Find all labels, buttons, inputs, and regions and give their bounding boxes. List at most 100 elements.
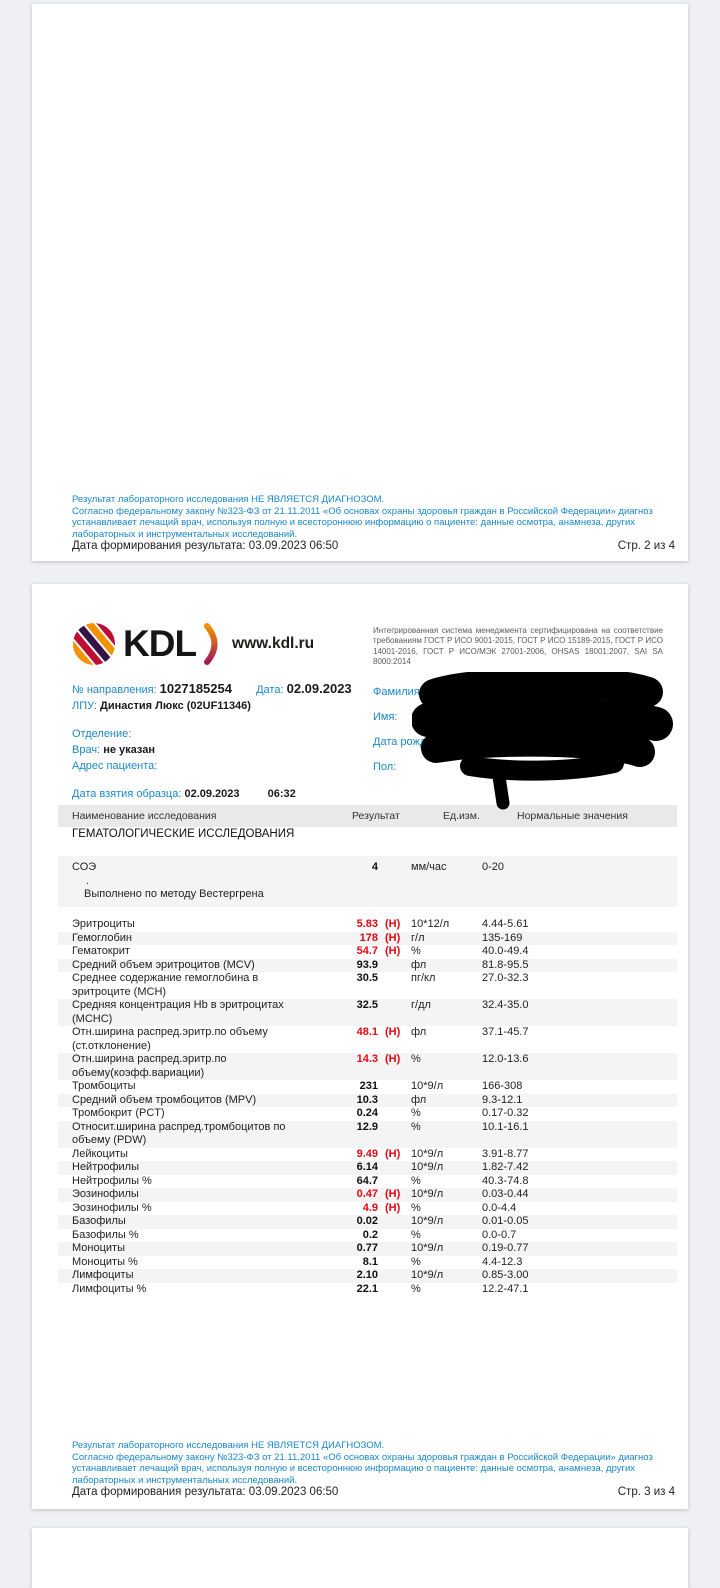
row-value: 2.10	[356, 1269, 378, 1281]
row-name: СОЭ	[72, 861, 97, 873]
certification-text: Интегрированная система менеджмента серт…	[373, 626, 663, 666]
row-value: 32.5	[356, 999, 378, 1011]
page-number: Стр. 3 из 4	[617, 1486, 675, 1498]
order-info: № направления: 1027185254 Дата: 02.09.20…	[72, 682, 352, 820]
chevron-icon	[204, 623, 218, 665]
sample-date-label: Дата взятия образца:	[72, 788, 182, 800]
row-range: 32.4-35.0	[482, 999, 529, 1011]
results-rows: Эритроциты 5.83 (Н) 10*12/л 4.44-5.61 Ге…	[58, 918, 677, 1296]
row-value: 4	[371, 861, 378, 873]
table-row: Отн.ширина распред.эритр.по объему (ст.о…	[58, 1026, 677, 1053]
row-name: Моноциты %	[72, 1255, 138, 1268]
row-units: 10*9/л	[411, 1215, 444, 1227]
disclaimer-line1: Результат лабораторного исследования НЕ …	[72, 1440, 385, 1451]
row-units: г/дл	[411, 999, 431, 1011]
row-value: 0.02	[356, 1215, 378, 1227]
row-units: %	[411, 1120, 421, 1133]
doctor-value: не указан	[103, 744, 155, 756]
row-value: 14.3	[356, 1053, 378, 1065]
row-name: Средний объем тромбоцитов (MPV)	[72, 1093, 257, 1106]
row-range: 4.4-12.3	[482, 1255, 523, 1268]
lpu-label: ЛПУ:	[72, 700, 97, 712]
surname-label: Фамилия:	[373, 686, 423, 698]
row-units: мм/час	[411, 861, 447, 873]
row-name: Среднее содержание гемоглобина в эритроц…	[72, 972, 259, 998]
col-units: Ед.изм.	[443, 810, 480, 822]
row-units: пг/кл	[411, 972, 436, 984]
date-label: Дата:	[256, 684, 284, 696]
report-page-2: Результат лабораторного исследования НЕ …	[32, 4, 688, 561]
row-range: 4.44-5.61	[482, 918, 529, 930]
row-range: 135-169	[482, 931, 523, 944]
result-date: Дата формирования результата: 03.09.2023…	[72, 540, 339, 552]
row-range: 0.0-0.7	[482, 1228, 517, 1241]
row-flag: (Н)	[385, 918, 401, 930]
col-name: Наименование исследования	[72, 810, 217, 822]
soe-note-dot: .	[86, 874, 90, 887]
row-flag: (Н)	[385, 931, 401, 944]
table-row: Моноциты % 8.1 % 4.4-12.3	[58, 1256, 677, 1270]
table-row: Тромбокрит (PCT) 0.24 % 0.17-0.32	[58, 1107, 677, 1121]
row-units: 10*9/л	[411, 1242, 444, 1254]
row-name: Гемоглобин	[72, 931, 132, 944]
disclaimer-line1: Результат лабораторного исследования НЕ …	[72, 494, 385, 505]
row-range: 1.82-7.42	[482, 1161, 529, 1173]
table-row: СОЭ 4 мм/час 0-20	[58, 861, 677, 875]
row-value: 30.5	[356, 972, 378, 984]
row-value: 10.3	[356, 1093, 378, 1106]
row-flag: (Н)	[385, 1147, 401, 1160]
department-label: Отделение:	[72, 728, 132, 740]
row-range: 0.17-0.32	[482, 1107, 529, 1119]
table-row: Гемоглобин 178 (Н) г/л 135-169	[58, 931, 677, 945]
row-units: г/л	[411, 931, 425, 944]
table-row: Тромбоциты 231 10*9/л 166-308	[58, 1080, 677, 1094]
date-value: 02.09.2023	[286, 681, 352, 696]
row-value: 0.47	[356, 1188, 378, 1200]
row-units: фл	[411, 958, 427, 971]
table-row: Средняя концентрация Hb в эритроцитах (M…	[58, 999, 677, 1026]
row-range: 0-20	[482, 861, 505, 873]
patient-address-label: Адрес пациента:	[72, 760, 158, 772]
row-units: 10*12/л	[411, 918, 450, 930]
row-units: 10*9/л	[411, 1147, 444, 1160]
globe-icon	[72, 622, 116, 666]
page2-dateline: Дата формирования результата: 03.09.2023…	[72, 540, 675, 552]
row-value: 6.14	[356, 1161, 378, 1173]
result-date: Дата формирования результата: 03.09.2023…	[72, 1486, 339, 1498]
lpu-value: Династия Люкс (02UF11346)	[100, 700, 251, 712]
table-row: Среднее содержание гемоглобина в эритроц…	[58, 972, 677, 999]
redaction-scribble	[412, 672, 673, 810]
table-row: Гематокрит 54.7 (Н) % 40.0-49.4	[58, 945, 677, 959]
table-row: Базофилы % 0.2 % 0.0-0.7	[58, 1229, 677, 1243]
soe-method-note: Выполнено по методу Вестергрена	[84, 887, 264, 900]
row-units: %	[411, 945, 421, 957]
table-row: Средний объем эритроцитов (MCV) 93.9 фл …	[58, 958, 677, 972]
row-units: %	[411, 1174, 421, 1187]
row-name: Лимфоциты %	[72, 1282, 147, 1295]
row-value: 12.9	[356, 1120, 378, 1133]
page2-disclaimer: Результат лабораторного исследования НЕ …	[72, 494, 675, 540]
table-row: Эозинофилы 0.47 (Н) 10*9/л 0.03-0.44	[58, 1188, 677, 1202]
row-name: Эритроциты	[72, 918, 135, 930]
row-flag: (Н)	[385, 945, 401, 957]
row-value: 48.1	[356, 1026, 378, 1038]
row-range: 0.03-0.44	[482, 1188, 529, 1200]
table-row: Лейкоциты 9.49 (Н) 10*9/л 3.91-8.77	[58, 1148, 677, 1162]
row-name: Нейтрофилы %	[72, 1174, 152, 1187]
row-range: 10.1-16.1	[482, 1120, 529, 1133]
row-range: 0.19-0.77	[482, 1242, 529, 1254]
row-range: 0.85-3.00	[482, 1269, 529, 1281]
row-range: 81.8-95.5	[482, 958, 529, 971]
row-range: 3.91-8.77	[482, 1147, 529, 1160]
row-name: Лейкоциты	[72, 1147, 128, 1160]
row-range: 40.0-49.4	[482, 945, 529, 957]
row-name: Базофилы %	[72, 1228, 139, 1241]
row-value: 0.77	[356, 1242, 378, 1254]
report-page-3: KDL www.kdl.ru Интегрированная система м…	[32, 584, 688, 1509]
direction-label: № направления:	[72, 684, 157, 696]
section-title: ГЕМАТОЛОГИЧЕСКИЕ ИССЛЕДОВАНИЯ	[72, 828, 295, 840]
row-value: 54.7	[356, 945, 378, 957]
row-name: Гематокрит	[72, 945, 130, 957]
row-value: 4.9	[362, 1201, 378, 1214]
page-number: Стр. 2 из 4	[617, 540, 675, 552]
